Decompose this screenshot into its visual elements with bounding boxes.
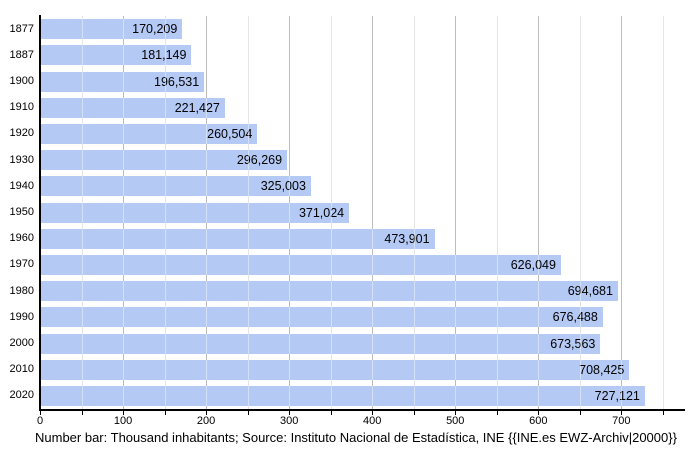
- year-label: 2010: [9, 363, 34, 376]
- bar-value-label: 221,427: [174, 100, 220, 115]
- year-label: 1940: [9, 179, 34, 192]
- major-gridline: [372, 16, 374, 409]
- bar-row: 1960 473,901: [0, 226, 700, 252]
- axis-tick-label: 600: [529, 415, 548, 427]
- axis-tick-label: 100: [113, 415, 133, 427]
- bar-value-label: 296,269: [236, 153, 283, 168]
- bar-value-label: 708,425: [579, 362, 625, 377]
- bar-value-label: 371,024: [298, 205, 345, 220]
- population-bar: 727,121: [41, 385, 645, 406]
- axis-tick: [621, 411, 623, 415]
- population-bar: 473,901: [41, 228, 435, 249]
- population-bar: 626,049: [41, 254, 561, 275]
- major-gridline: [621, 16, 623, 409]
- axis-tick: [538, 411, 540, 415]
- population-bar: 170,209: [41, 19, 183, 40]
- year-label: 1960: [9, 232, 34, 245]
- bar-row: 1940 325,003: [0, 173, 700, 199]
- y-axis-line: [39, 15, 41, 411]
- axis-tick-label: 200: [196, 415, 216, 427]
- axis-tick: [247, 411, 249, 415]
- axis-tick-label: 700: [612, 415, 631, 427]
- bar-row: 2000 673,563: [0, 330, 700, 356]
- year-label: 2020: [9, 389, 34, 402]
- population-bar: 181,149: [41, 45, 192, 66]
- major-gridline: [455, 16, 457, 409]
- axis-tick: [496, 411, 498, 415]
- year-label: 1887: [9, 48, 34, 61]
- population-bar: 673,563: [41, 333, 601, 354]
- bar-value-label: 325,003: [260, 179, 306, 194]
- axis-tick: [413, 411, 415, 415]
- axis-tick-label: 400: [363, 415, 382, 427]
- population-bar: 325,003: [41, 176, 311, 197]
- population-bar: 708,425: [41, 359, 630, 380]
- bar-rows-layer: 1877 170,209 1887 181,149 1900 196,531 1910 221…: [0, 16, 700, 409]
- axis-tick-label: 300: [279, 415, 299, 427]
- axis-tick: [164, 411, 166, 415]
- year-label: 1980: [9, 284, 34, 297]
- x-axis-line: [39, 409, 685, 411]
- year-label: 1930: [9, 153, 34, 166]
- population-bar: 260,504: [41, 123, 258, 144]
- population-bar: 296,269: [41, 150, 288, 171]
- axis-tick: [455, 411, 457, 415]
- major-gridline: [538, 16, 540, 409]
- axis-tick: [372, 411, 374, 415]
- axis-tick: [579, 411, 581, 415]
- population-bar: 694,681: [41, 281, 618, 302]
- year-label: 1910: [9, 101, 34, 114]
- bar-value-label: 676,488: [552, 310, 598, 325]
- year-label: 1900: [9, 75, 34, 87]
- year-label: 1990: [9, 310, 34, 323]
- bar-row: 2010 708,425: [0, 357, 700, 383]
- bar-row: 1950 371,024: [0, 199, 700, 225]
- bar-value-label: 170,209: [132, 22, 178, 37]
- chart-caption: Number bar: Thousand inhabitants; Source…: [35, 430, 677, 445]
- minor-gridline: [496, 16, 498, 409]
- axis-tick-label: 0: [36, 415, 44, 427]
- bar-row: 1930 296,269: [0, 147, 700, 173]
- bar-value-label: 727,121: [594, 388, 640, 403]
- year-label: 2000: [9, 337, 34, 350]
- bar-value-label: 260,504: [207, 126, 253, 141]
- minor-gridline: [413, 16, 415, 409]
- axis-tick: [662, 411, 664, 415]
- axis-tick: [206, 411, 208, 415]
- year-label: 1950: [9, 206, 34, 219]
- population-bar: 371,024: [41, 202, 350, 223]
- year-label: 1970: [9, 258, 34, 271]
- year-label: 1920: [9, 127, 34, 140]
- bar-row: 1877 170,209: [0, 16, 700, 42]
- bar-row: 1970 626,049: [0, 252, 700, 278]
- population-bar: 196,531: [41, 71, 205, 92]
- bar-row: 2020 727,121: [0, 383, 700, 409]
- bar-value-label: 694,681: [567, 284, 613, 299]
- bar-row: 1910 221,427: [0, 95, 700, 121]
- axis-tick: [123, 411, 125, 415]
- bar-value-label: 673,563: [550, 336, 596, 351]
- bar-value-label: 181,149: [141, 48, 187, 63]
- bar-row: 1887 181,149: [0, 42, 700, 68]
- axis-tick: [330, 411, 332, 415]
- minor-gridline: [662, 16, 664, 409]
- axis-tick: [289, 411, 291, 415]
- bar-row: 1980 694,681: [0, 278, 700, 304]
- axis-tick: [40, 411, 41, 415]
- bar-row: 1990 676,488: [0, 304, 700, 330]
- population-bar: 676,488: [41, 307, 603, 328]
- minor-gridline: [579, 16, 581, 409]
- axis-tick-label: 500: [446, 415, 465, 427]
- axis-tick: [81, 411, 83, 415]
- bar-value-label: 626,049: [510, 257, 556, 272]
- bar-row: 1920 260,504: [0, 121, 700, 147]
- bar-row: 1900 196,531: [0, 68, 700, 94]
- bar-value-label: 196,531: [154, 74, 200, 89]
- population-bar: 221,427: [41, 97, 225, 118]
- year-label: 1877: [9, 22, 34, 35]
- bar-value-label: 473,901: [384, 231, 430, 246]
